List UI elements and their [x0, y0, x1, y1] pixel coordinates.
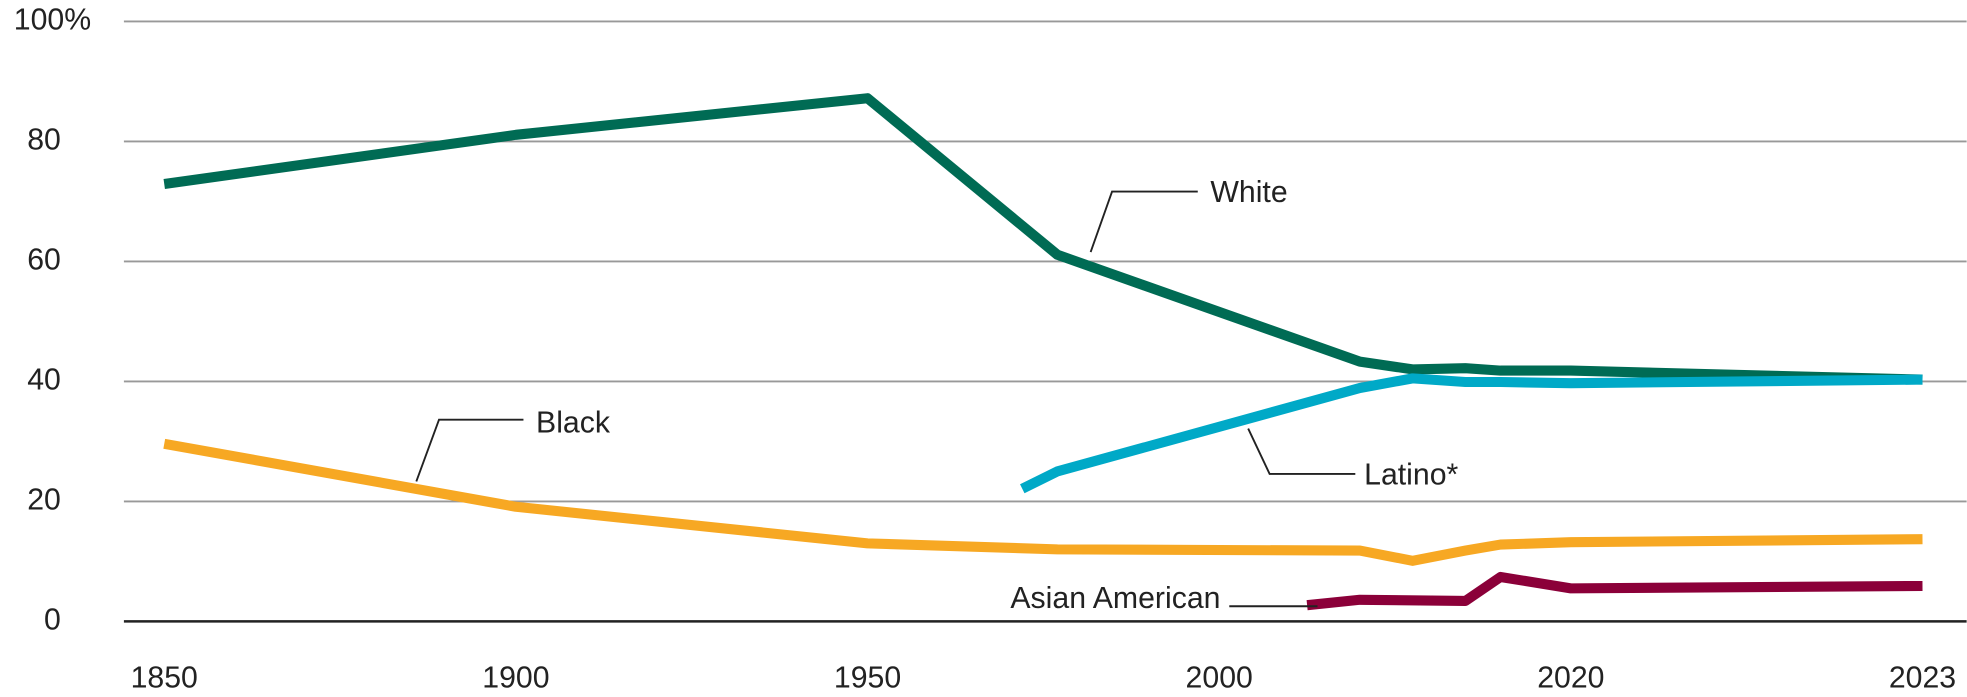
series-line [163, 438, 1923, 566]
y-tick-label: 40 [27, 363, 61, 396]
x-tick-label: 1850 [131, 661, 198, 694]
leader-line [1089, 190, 1198, 253]
series-label: Latino* [1364, 458, 1458, 491]
x-tick-label: 2023 [1889, 661, 1956, 694]
series-line [1020, 373, 1923, 494]
leader-line [415, 418, 524, 482]
series-line [163, 93, 1923, 385]
series-label: Black [536, 407, 611, 440]
y-tick-label: 0 [44, 603, 61, 636]
y-tick-label: 60 [27, 243, 61, 276]
y-tick-label: 100% [14, 3, 91, 36]
series-label: White [1210, 176, 1287, 209]
x-tick-label: 2020 [1537, 661, 1604, 694]
leader-line [1247, 428, 1356, 475]
y-tick-label: 80 [27, 123, 61, 156]
x-tick-label: 1900 [482, 661, 549, 694]
x-tick-label: 2000 [1186, 661, 1253, 694]
series-line [1306, 571, 1923, 611]
series-label: Asian American [1010, 582, 1220, 615]
y-tick-label: 20 [27, 483, 61, 516]
x-tick-label: 1950 [834, 661, 901, 694]
